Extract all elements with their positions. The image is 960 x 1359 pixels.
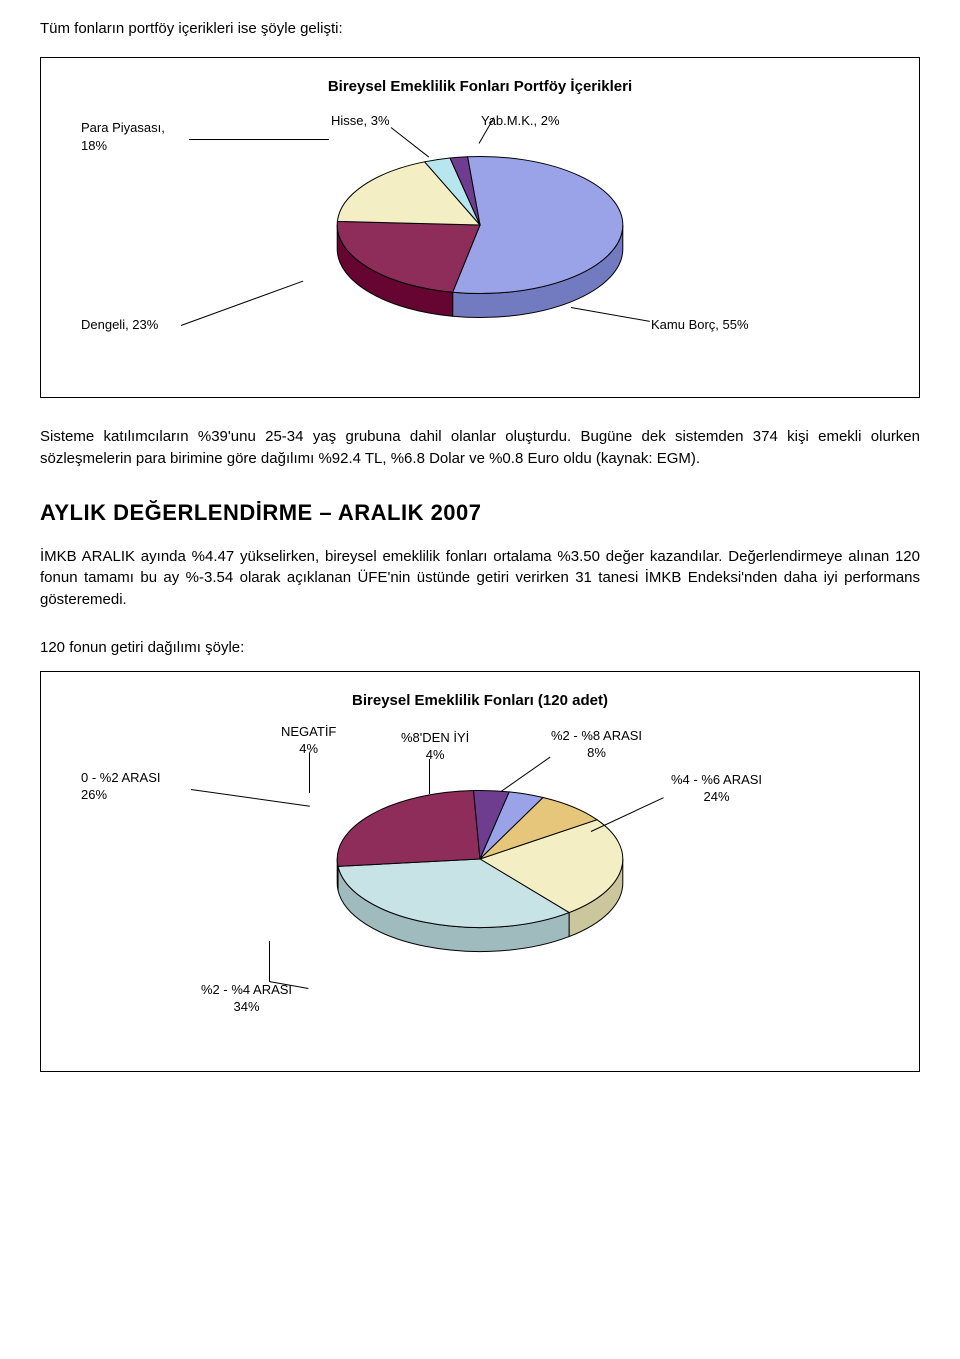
section-heading: AYLIK DEĞERLENDİRME – ARALIK 2007 (40, 500, 920, 526)
chart1-label-hisse: Hisse, 3% (331, 113, 390, 128)
chart2-label-0-2: 0 - %2 ARASI26% (81, 769, 160, 804)
chart2-pie (310, 769, 650, 973)
chart2-label-8iyi: %8'DEN İYİ4% (401, 729, 469, 764)
chart2-label-2-4: %2 - %4 ARASI34% (201, 981, 292, 1016)
chart1-area: Para Piyasası,18% Hisse, 3% Yab.M.K., 2%… (71, 107, 889, 367)
paragraph-1: Sisteme katılımcıların %39'unu 25-34 yaş… (40, 426, 920, 470)
paragraph-3: 120 fonun getiri dağılımı şöyle: (40, 637, 920, 659)
chart1-label-dengeli: Dengeli, 23% (81, 317, 158, 332)
chart2-label-2-8: %2 - %8 ARASI8% (551, 727, 642, 762)
intro-text: Tüm fonların portföy içerikleri ise şöyl… (40, 20, 920, 37)
chart2-title: Bireysel Emeklilik Fonları (120 adet) (71, 692, 889, 709)
paragraph-2: İMKB ARALIK ayında %4.47 yükselirken, bi… (40, 546, 920, 611)
chart1-label-kamu: Kamu Borç, 55% (651, 317, 749, 332)
chart2-area: 0 - %2 ARASI26% NEGATİF4% %8'DEN İYİ4% %… (71, 721, 889, 1021)
chart2-container: Bireysel Emeklilik Fonları (120 adet) 0 … (40, 671, 920, 1072)
chart1-container: Bireysel Emeklilik Fonları Portföy İçeri… (40, 57, 920, 398)
chart1-label-para: Para Piyasası,18% (81, 119, 165, 154)
chart1-title: Bireysel Emeklilik Fonları Portföy İçeri… (71, 78, 889, 95)
chart2-label-4-6: %4 - %6 ARASI24% (671, 771, 762, 806)
chart1-pie (310, 135, 650, 339)
